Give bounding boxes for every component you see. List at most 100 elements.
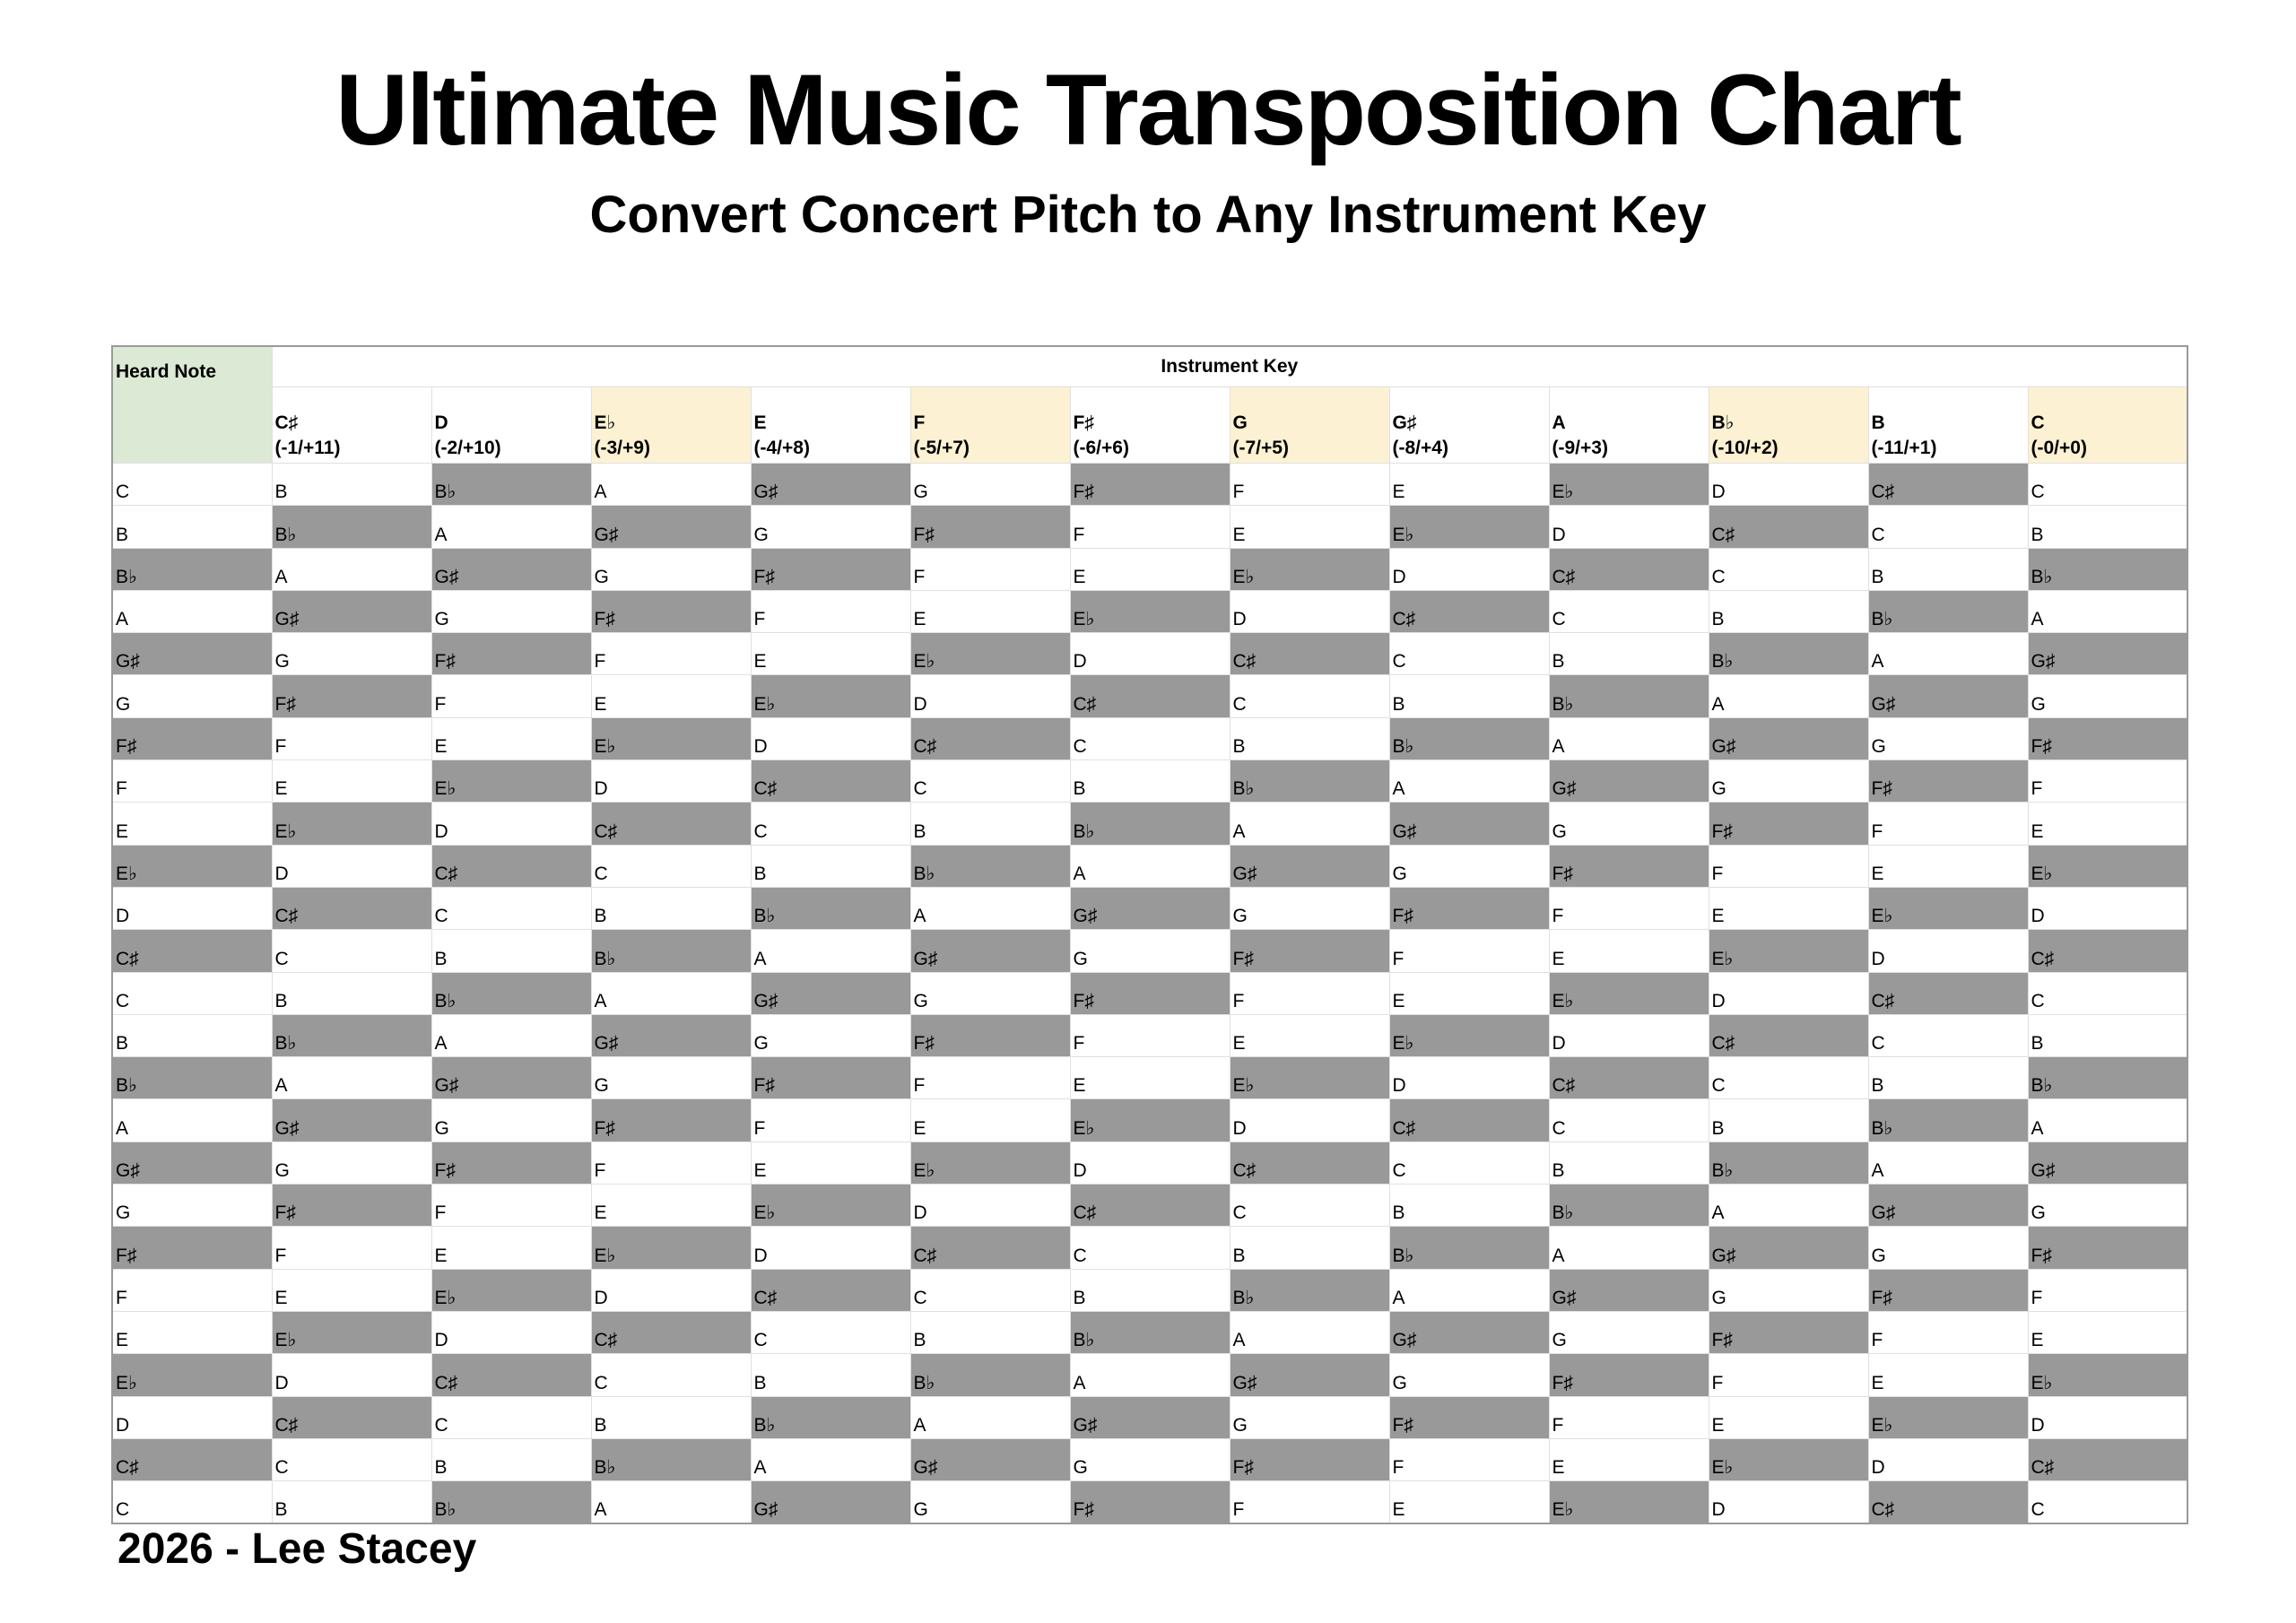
column-key: F♯ bbox=[1073, 412, 1094, 433]
note-cell: F bbox=[590, 632, 752, 676]
column-interval: (-3/+9) bbox=[594, 438, 650, 458]
note-cell: F bbox=[430, 1184, 592, 1228]
column-header: E (-4/+8) bbox=[750, 386, 911, 464]
column-interval: (-11/+1) bbox=[1871, 438, 1937, 458]
column-header: B (-11/+1) bbox=[1867, 386, 2029, 464]
note-cell: B♭ bbox=[909, 844, 1071, 888]
note-cell: F♯ bbox=[1867, 759, 2029, 803]
note-cell: F♯ bbox=[1069, 462, 1231, 507]
note-cell: G♯ bbox=[2027, 1141, 2188, 1185]
note-cell: F bbox=[1708, 844, 1869, 888]
heard-note: G♯ bbox=[111, 1141, 273, 1185]
title: Ultimate Music Transposition Chart bbox=[335, 54, 1961, 166]
note-cell: E bbox=[1388, 462, 1550, 507]
note-cell: E♭ bbox=[1388, 505, 1550, 549]
table-row: D C♯ C B B♭ A G♯ G F♯ F E E♭ D bbox=[111, 1395, 2188, 1439]
column-header: A (-9/+3) bbox=[1548, 386, 1709, 464]
note-cell: G♯ bbox=[2027, 632, 2188, 676]
note-cell: B bbox=[750, 1353, 911, 1397]
note-cell: G♯ bbox=[1388, 802, 1550, 846]
table-row: F♯ F E E♭ D C♯ C B B♭ A G♯ G F♯ bbox=[111, 716, 2188, 761]
column-interval: (-1/+11) bbox=[274, 438, 341, 458]
note-cell: B♭ bbox=[1069, 1310, 1231, 1355]
note-cell: B bbox=[1388, 1184, 1550, 1228]
note-cell: D bbox=[750, 1226, 911, 1270]
note-cell: D bbox=[271, 1353, 432, 1397]
note-cell: C bbox=[590, 1353, 752, 1397]
column-key: C bbox=[2031, 412, 2045, 433]
note-cell: E bbox=[1867, 1353, 2029, 1397]
note-cell: E bbox=[1388, 971, 1550, 1015]
note-cell: F bbox=[1229, 462, 1390, 507]
note-cell: E bbox=[1548, 1437, 1709, 1482]
note-cell: A bbox=[271, 1056, 432, 1100]
note-cell: A bbox=[2027, 1098, 2188, 1142]
note-cell: A bbox=[2027, 589, 2188, 634]
table-row: B♭ A G♯ G F♯ F E E♭ D C♯ C B B♭ bbox=[111, 547, 2188, 591]
note-cell: B bbox=[1708, 1098, 1869, 1142]
note-cell: D bbox=[1708, 971, 1869, 1015]
table-row: E E♭ D C♯ C B B♭ A G♯ G F♯ F E bbox=[111, 1310, 2188, 1355]
heard-note: C bbox=[111, 462, 273, 507]
note-cell: E♭ bbox=[1708, 929, 1869, 973]
note-cell: G bbox=[1229, 1395, 1390, 1439]
note-cell: F♯ bbox=[1708, 802, 1869, 846]
note-cell: E♭ bbox=[909, 632, 1071, 676]
note-cell: G bbox=[750, 1013, 911, 1058]
note-cell: F♯ bbox=[590, 589, 752, 634]
note-cell: G♯ bbox=[271, 589, 432, 634]
note-cell: G bbox=[271, 632, 432, 676]
column-interval: (-8/+4) bbox=[1392, 438, 1448, 458]
note-cell: A bbox=[1229, 1310, 1390, 1355]
note-cell: C bbox=[909, 1268, 1071, 1312]
column-key: G bbox=[1232, 412, 1248, 433]
note-cell: G bbox=[750, 505, 911, 549]
note-cell: G♯ bbox=[1708, 716, 1869, 761]
note-cell: G♯ bbox=[271, 1098, 432, 1142]
note-cell: C♯ bbox=[1867, 1480, 2029, 1524]
note-cell: C bbox=[271, 929, 432, 973]
note-cell: D bbox=[1069, 1141, 1231, 1185]
note-cell: A bbox=[1867, 632, 2029, 676]
header-row: C♯ (-1/+11) D (-2/+10) E♭ (-3/+9) E (-4/+8) F (-5… bbox=[112, 386, 2188, 464]
heard-note: E bbox=[111, 1310, 273, 1355]
column-key: D bbox=[434, 412, 448, 433]
note-cell: B♭ bbox=[430, 1480, 592, 1524]
note-cell: D bbox=[590, 1268, 752, 1312]
note-cell: D bbox=[1867, 929, 2029, 973]
heard-note: D bbox=[111, 1395, 273, 1439]
note-cell: B bbox=[271, 1480, 432, 1524]
note-cell: A bbox=[1388, 759, 1550, 803]
note-cell: A bbox=[909, 886, 1071, 931]
note-cell: E bbox=[430, 1226, 592, 1270]
note-cell: E bbox=[1708, 1395, 1869, 1439]
note-cell: E♭ bbox=[750, 1184, 911, 1228]
table-row: C♯ C B B♭ A G♯ G F♯ F E E♭ D C♯ bbox=[111, 929, 2188, 973]
note-cell: C bbox=[1069, 1226, 1231, 1270]
note-cell: E bbox=[271, 759, 432, 803]
column-interval: (-5/+7) bbox=[913, 438, 970, 458]
note-cell: B bbox=[1069, 759, 1231, 803]
note-cell: B♭ bbox=[590, 1437, 752, 1482]
note-cell: G bbox=[2027, 1184, 2188, 1228]
note-cell: E♭ bbox=[590, 716, 752, 761]
note-cell: B bbox=[1388, 674, 1550, 718]
note-cell: B bbox=[1229, 716, 1390, 761]
heard-note: C♯ bbox=[111, 929, 273, 973]
note-cell: A bbox=[1867, 1141, 2029, 1185]
note-cell: B♭ bbox=[1548, 1184, 1709, 1228]
note-cell: D bbox=[430, 802, 592, 846]
heard-note: G bbox=[111, 1184, 273, 1228]
note-cell: E bbox=[1388, 1480, 1550, 1524]
column-header: C♯ (-1/+11) bbox=[271, 386, 432, 464]
note-cell: F bbox=[1069, 505, 1231, 549]
note-cell: C bbox=[1867, 505, 2029, 549]
note-cell: C♯ bbox=[2027, 1437, 2188, 1482]
note-cell: F♯ bbox=[1548, 1353, 1709, 1397]
note-cell: C bbox=[909, 759, 1071, 803]
note-cell: F bbox=[2027, 759, 2188, 803]
note-cell: E♭ bbox=[590, 1226, 752, 1270]
note-cell: D bbox=[1069, 632, 1231, 676]
note-cell: B bbox=[1548, 1141, 1709, 1185]
note-cell: F bbox=[430, 674, 592, 718]
